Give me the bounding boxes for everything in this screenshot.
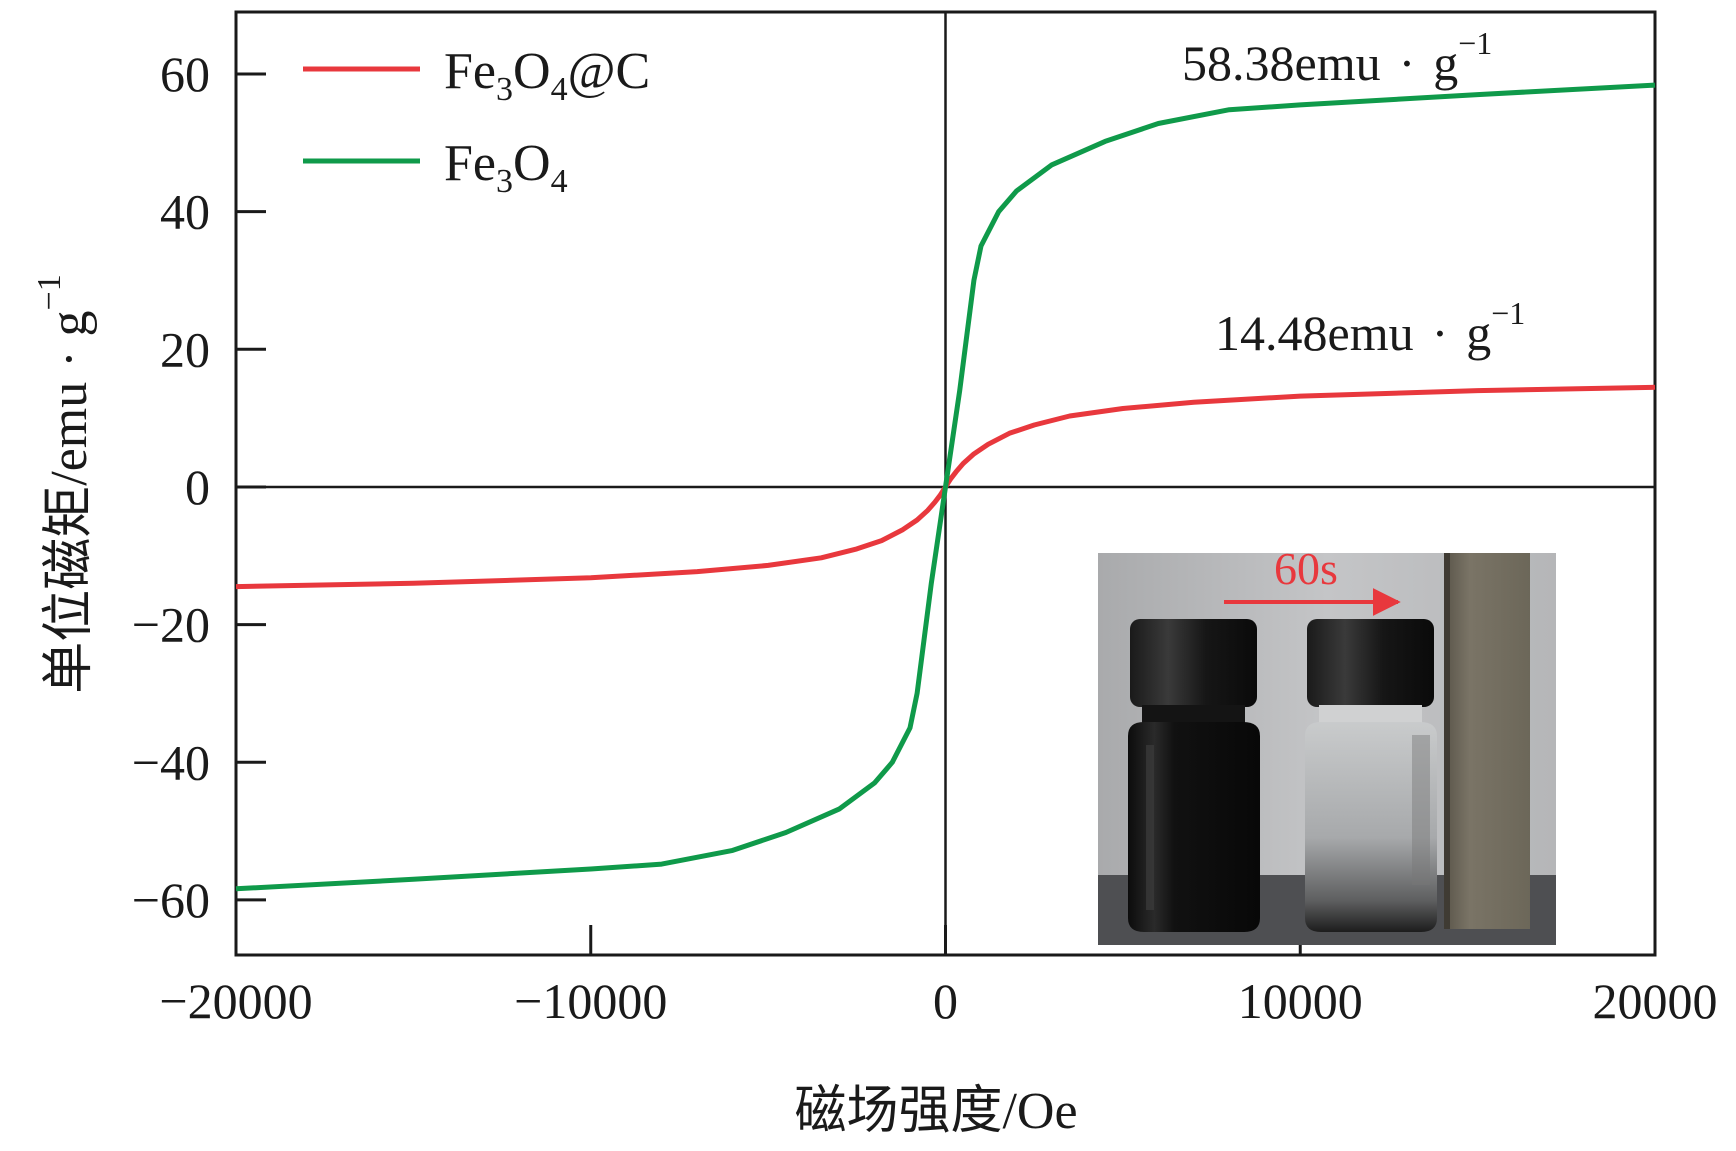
vial-before-cap [1130, 619, 1257, 707]
y-tick-label: 20 [160, 321, 210, 377]
annotation-saturation-fe3o4-c: 14.48emu · g−1 [1215, 295, 1525, 361]
y-axis-title-sup: −1 [31, 274, 68, 310]
legend-label-1-sub2: 4 [551, 163, 568, 200]
annotation-saturation-fe3o4: 58.38emu · g−1 [1182, 25, 1492, 91]
series-line-fe3o4 [235, 82, 1656, 892]
inset-photo: 60s [1098, 543, 1556, 945]
annotation-0-value: 58.38emu [1182, 35, 1381, 91]
vial-after-cap [1307, 619, 1434, 707]
y-axis-title-main: 单位磁矩/emu [41, 382, 98, 694]
legend-label-0-sub1: 3 [496, 71, 513, 108]
annotation-1-sup: −1 [1491, 295, 1525, 331]
y-axis-title: 单位磁矩/emu · g−1 [31, 274, 98, 694]
magnet-bar-edge [1444, 553, 1450, 929]
legend-label-1-sub1: 3 [496, 163, 513, 200]
legend-label-0-sub2: 4 [551, 71, 568, 108]
legend-label-1-mid: O [513, 135, 551, 192]
annotation-1-dot: · [1432, 305, 1449, 361]
x-tick-label: 20000 [1593, 973, 1718, 1029]
legend-label-1-base: Fe [444, 135, 496, 192]
vial-before-body [1128, 722, 1260, 932]
x-tick-label: −10000 [514, 973, 667, 1029]
x-axis-title: 磁场强度/Oe [794, 1083, 1077, 1140]
x-tick-label: 10000 [1238, 973, 1363, 1029]
x-axis-ticks: −20000 −10000 0 10000 20000 [159, 925, 1718, 1029]
vial-after-particles [1412, 735, 1430, 885]
y-tick-label: 0 [185, 459, 210, 515]
y-tick-label: −40 [132, 734, 210, 790]
vial-after-body [1305, 722, 1437, 932]
y-axis-ticks: −60 −40 −20 0 20 40 60 [132, 46, 266, 928]
annotation-1-unit: g [1466, 305, 1491, 361]
y-tick-label: −60 [132, 872, 210, 928]
vial-before [1128, 619, 1260, 932]
annotation-0-unit: g [1433, 35, 1458, 91]
legend-label-0-tail: @C [568, 43, 651, 100]
y-tick-label: 40 [160, 184, 210, 240]
annotation-1-value: 14.48emu [1215, 305, 1414, 361]
annotation-0-sup: −1 [1458, 25, 1492, 61]
legend-label-0-mid: O [513, 43, 551, 100]
legend-label-fe3o4: Fe3O4 [444, 135, 568, 200]
legend-label-fe3o4-c: Fe3O4@C [444, 43, 650, 108]
magnet-bar [1444, 553, 1530, 929]
vial-after-neck [1319, 705, 1422, 723]
vial-after [1305, 619, 1437, 932]
annotation-0-dot: · [1399, 35, 1416, 91]
vial-before-neck [1142, 705, 1245, 723]
y-axis-title-unit: g [41, 310, 98, 336]
legend: Fe3O4@C Fe3O4 [303, 43, 650, 200]
vial-before-highlight [1146, 745, 1154, 910]
legend-label-0-base: Fe [444, 43, 496, 100]
y-tick-label: 60 [160, 46, 210, 102]
y-axis-title-dot: · [41, 350, 98, 367]
y-tick-label: −20 [132, 597, 210, 653]
inset-time-label: 60s [1274, 543, 1338, 594]
x-tick-label: −20000 [159, 973, 312, 1029]
x-tick-label: 0 [933, 973, 958, 1029]
